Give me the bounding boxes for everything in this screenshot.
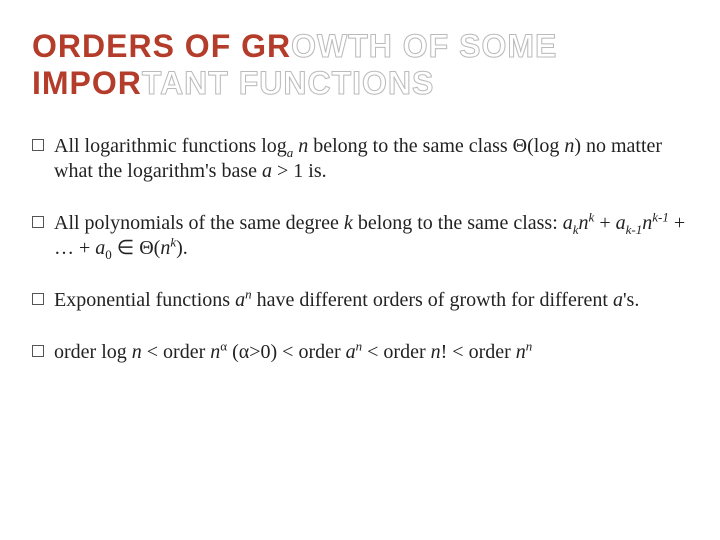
bullet-text: Exponential functions an have different … xyxy=(54,289,639,311)
superscript: k-1 xyxy=(652,209,669,224)
bullet-marker-icon xyxy=(32,139,44,151)
text-run: have different orders of growth for diff… xyxy=(252,289,613,311)
italic-var: n xyxy=(642,212,652,234)
italic-var: k xyxy=(344,212,353,234)
text-run: ). xyxy=(176,237,188,259)
title-line-1: ORDERS OF GROWTH OF SOME xyxy=(32,28,688,65)
alpha-symbol: α xyxy=(239,341,249,363)
text-run: belong to the same class xyxy=(308,135,512,157)
superscript: n xyxy=(526,338,533,353)
text-run: >0) < order xyxy=(249,341,345,363)
italic-var: n xyxy=(431,341,441,363)
text-run: order log xyxy=(54,341,132,363)
italic-var: a xyxy=(262,160,272,182)
text-run: + xyxy=(594,212,615,234)
bullet-item: order log n < order nα (α>0) < order an … xyxy=(32,340,688,366)
bullet-text: All logarithmic functions log a n belong … xyxy=(54,135,662,183)
bullet-text: All polynomials of the same degree k bel… xyxy=(54,212,685,260)
italic-var: a xyxy=(235,289,245,311)
italic-var: n xyxy=(298,135,308,157)
text-run: ( xyxy=(227,341,239,363)
title-line-2: IMPORTANT FUNCTIONS xyxy=(32,65,688,102)
text-run: belong to the same class: xyxy=(353,212,563,234)
bullet-marker-icon xyxy=(32,216,44,228)
theta-symbol: Θ xyxy=(513,135,527,157)
text-run: > 1 is. xyxy=(272,160,327,182)
title-line1-fill: ORDERS OF GR xyxy=(32,28,291,64)
bullet-text: order log n < order nα (α>0) < order an … xyxy=(54,341,532,363)
italic-var: n xyxy=(579,212,589,234)
text-run: ∈ xyxy=(112,237,139,259)
bullet-list: All logarithmic functions log a n belong … xyxy=(32,134,688,366)
text-run: 's. xyxy=(623,289,639,311)
text-run: All logarithmic functions log xyxy=(54,135,287,157)
subscript: k-1 xyxy=(626,222,643,237)
bullet-marker-icon xyxy=(32,345,44,357)
title-line2-outline: TANT FUNCTIONS xyxy=(142,65,434,101)
italic-var: n xyxy=(516,341,526,363)
italic-var: a xyxy=(95,237,105,259)
text-run: ! < order xyxy=(441,341,516,363)
italic-var: n xyxy=(564,135,574,157)
text-run: All polynomials of the same degree xyxy=(54,212,344,234)
italic-var: a xyxy=(346,341,356,363)
bullet-marker-icon xyxy=(32,293,44,305)
text-run: Exponential functions xyxy=(54,289,235,311)
text-run: < order xyxy=(142,341,210,363)
bullet-item: All polynomials of the same degree k bel… xyxy=(32,211,688,262)
italic-var: a xyxy=(563,212,573,234)
bullet-item: Exponential functions an have different … xyxy=(32,288,688,314)
title-line2-fill: IMPOR xyxy=(32,65,142,101)
text-run: (log xyxy=(527,135,564,157)
text-run: < order xyxy=(362,341,430,363)
theta-symbol: Θ xyxy=(139,237,153,259)
slide-title: ORDERS OF GROWTH OF SOME IMPORTANT FUNCT… xyxy=(32,28,688,102)
bullet-item: All logarithmic functions log a n belong … xyxy=(32,134,688,185)
italic-var: n xyxy=(210,341,220,363)
title-line1-outline: OWTH OF SOME xyxy=(291,28,557,64)
italic-var: n xyxy=(160,237,170,259)
italic-var: a xyxy=(616,212,626,234)
italic-var: n xyxy=(132,341,142,363)
italic-var: a xyxy=(613,289,623,311)
